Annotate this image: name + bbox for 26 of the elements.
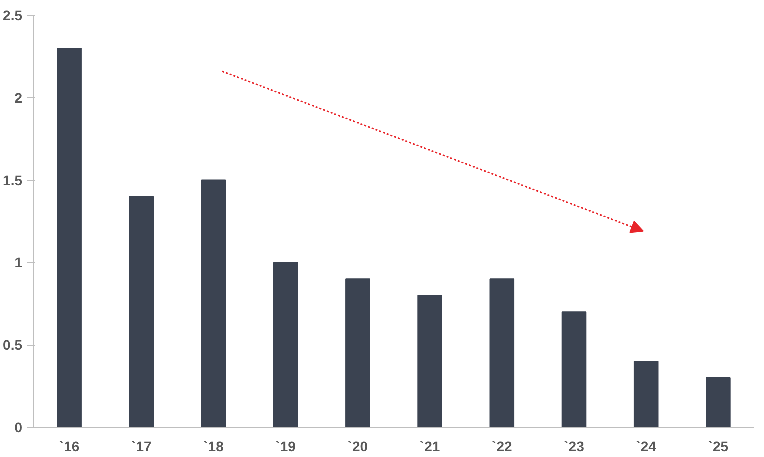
bar (706, 378, 731, 428)
x-tick-label: `21 (420, 438, 440, 454)
y-tick-label: 1 (14, 254, 23, 271)
bar (562, 312, 587, 428)
y-tick-label: 0.5 (3, 337, 23, 354)
x-tick-label: `25 (708, 438, 729, 454)
bar (273, 262, 298, 428)
bar (346, 278, 370, 428)
bar (418, 295, 442, 428)
x-tick-label: `16 (59, 438, 80, 454)
y-tick-label: 1.5 (3, 172, 23, 188)
x-tick-label: `23 (564, 438, 585, 454)
y-tick-label: 0 (14, 420, 23, 436)
x-tick-label: `17 (132, 438, 152, 454)
y-tick-label: 2.5 (3, 8, 23, 24)
x-tick-label: `20 (348, 438, 368, 454)
bar (129, 196, 154, 428)
y-tick-label: 2 (14, 90, 23, 106)
x-tick-label: `19 (276, 438, 296, 454)
x-tick-label: `22 (492, 438, 512, 454)
bar (634, 361, 659, 428)
bar (57, 48, 82, 428)
x-tick-label: `18 (204, 438, 224, 454)
bar (201, 180, 226, 428)
bar (490, 278, 515, 428)
x-tick-label: `24 (636, 438, 657, 454)
